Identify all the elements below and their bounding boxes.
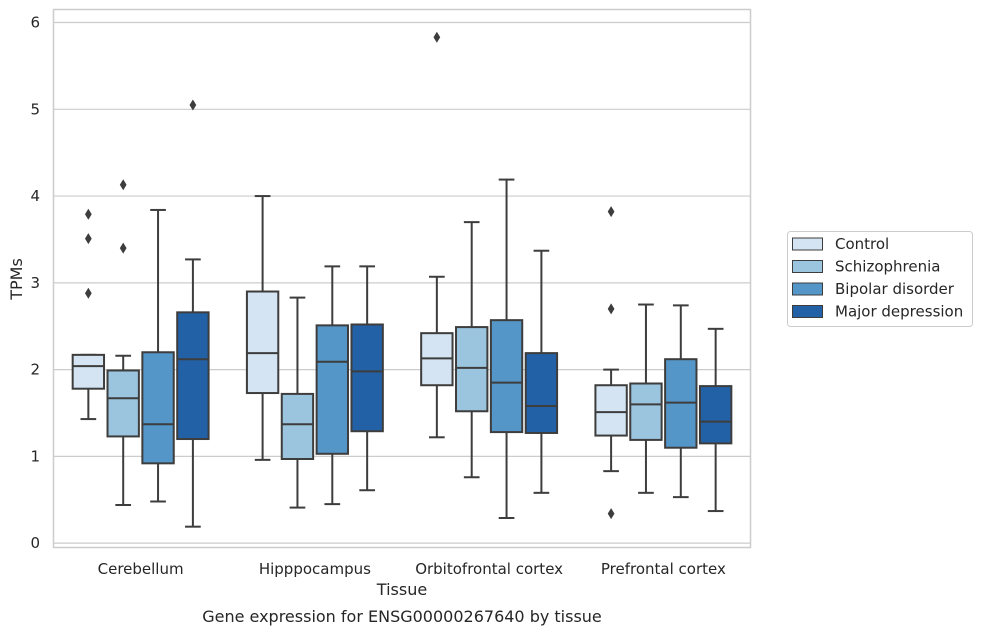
outlier-point [84, 287, 92, 299]
box-2 [420, 31, 454, 439]
series-group [71, 31, 628, 520]
outlier-point [607, 508, 615, 520]
box-0 [106, 179, 140, 506]
box-3 [664, 304, 698, 499]
x-axis-label: Tissue [376, 580, 427, 599]
series-group [106, 179, 663, 509]
iqr-box [245, 290, 280, 395]
x-tick-label: Hipppocampus [259, 560, 371, 578]
y-tick-label: 2 [30, 361, 40, 379]
iqr-box [489, 319, 524, 434]
box-0 [176, 99, 210, 528]
box-3 [698, 327, 733, 513]
box-1 [245, 195, 280, 461]
x-tick-labels: Cerebellum Hipppocampus Orbitofrontal cort… [98, 560, 726, 578]
y-tick-label: 1 [30, 447, 40, 465]
box-2 [489, 178, 524, 519]
y-tick-label: 6 [30, 14, 40, 32]
outlier-point [607, 303, 615, 315]
iqr-box [524, 352, 559, 434]
legend-frame [787, 231, 973, 327]
box-1 [315, 265, 349, 506]
legend-label: Control [835, 235, 889, 253]
legend-label: Major depression [835, 303, 963, 321]
iqr-box [698, 385, 733, 445]
legend-label: Bipolar disorder [835, 280, 955, 298]
box-0 [71, 208, 106, 421]
iqr-box [141, 351, 175, 465]
outlier-point [119, 179, 127, 191]
legend-swatch [792, 282, 823, 296]
legend-label: Schizophrenia [835, 258, 940, 276]
y-axis-label: TPMs [7, 258, 26, 301]
outlier-point [84, 233, 92, 245]
y-tick-labels: 0 1 2 3 4 5 6 [30, 14, 40, 553]
outlier-point [119, 242, 127, 254]
box-3 [629, 303, 663, 494]
iqr-box [629, 382, 663, 441]
y-tick-label: 0 [30, 534, 40, 552]
box-series [71, 31, 733, 528]
box-1 [280, 296, 315, 509]
iqr-box [280, 392, 315, 460]
legend: Control Schizophrenia Bipolar disorder Majo… [787, 231, 973, 327]
plot-frame [52, 8, 752, 549]
series-group [176, 99, 733, 528]
legend-swatch [792, 237, 823, 251]
y-tick-label: 5 [30, 100, 40, 118]
iqr-box [106, 369, 140, 438]
box-1 [350, 265, 384, 492]
iqr-box [594, 384, 628, 437]
outlier-point [607, 206, 615, 218]
y-tick-label: 3 [30, 274, 40, 292]
series-group [141, 178, 698, 519]
y-tick-label: 4 [30, 187, 40, 205]
x-tick-label: Prefrontal cortex [601, 560, 726, 578]
x-tick-label: Orbitofrontal cortex [415, 560, 563, 578]
outlier-point [84, 208, 92, 220]
box-2 [455, 221, 489, 479]
iqr-box [315, 324, 349, 455]
x-tick-label: Cerebellum [98, 560, 184, 578]
iqr-box [176, 311, 210, 441]
iqr-box [350, 323, 384, 433]
iqr-box [71, 353, 106, 390]
legend-swatch [792, 305, 823, 318]
box-3 [594, 206, 628, 520]
outlier-point [189, 99, 197, 111]
outlier-point [433, 31, 441, 43]
chart-caption: Gene expression for ENSG00000267640 by t… [202, 607, 602, 626]
box-0 [141, 208, 175, 503]
iqr-box [455, 326, 489, 413]
legend-swatch [792, 260, 823, 273]
box-2 [524, 249, 559, 494]
